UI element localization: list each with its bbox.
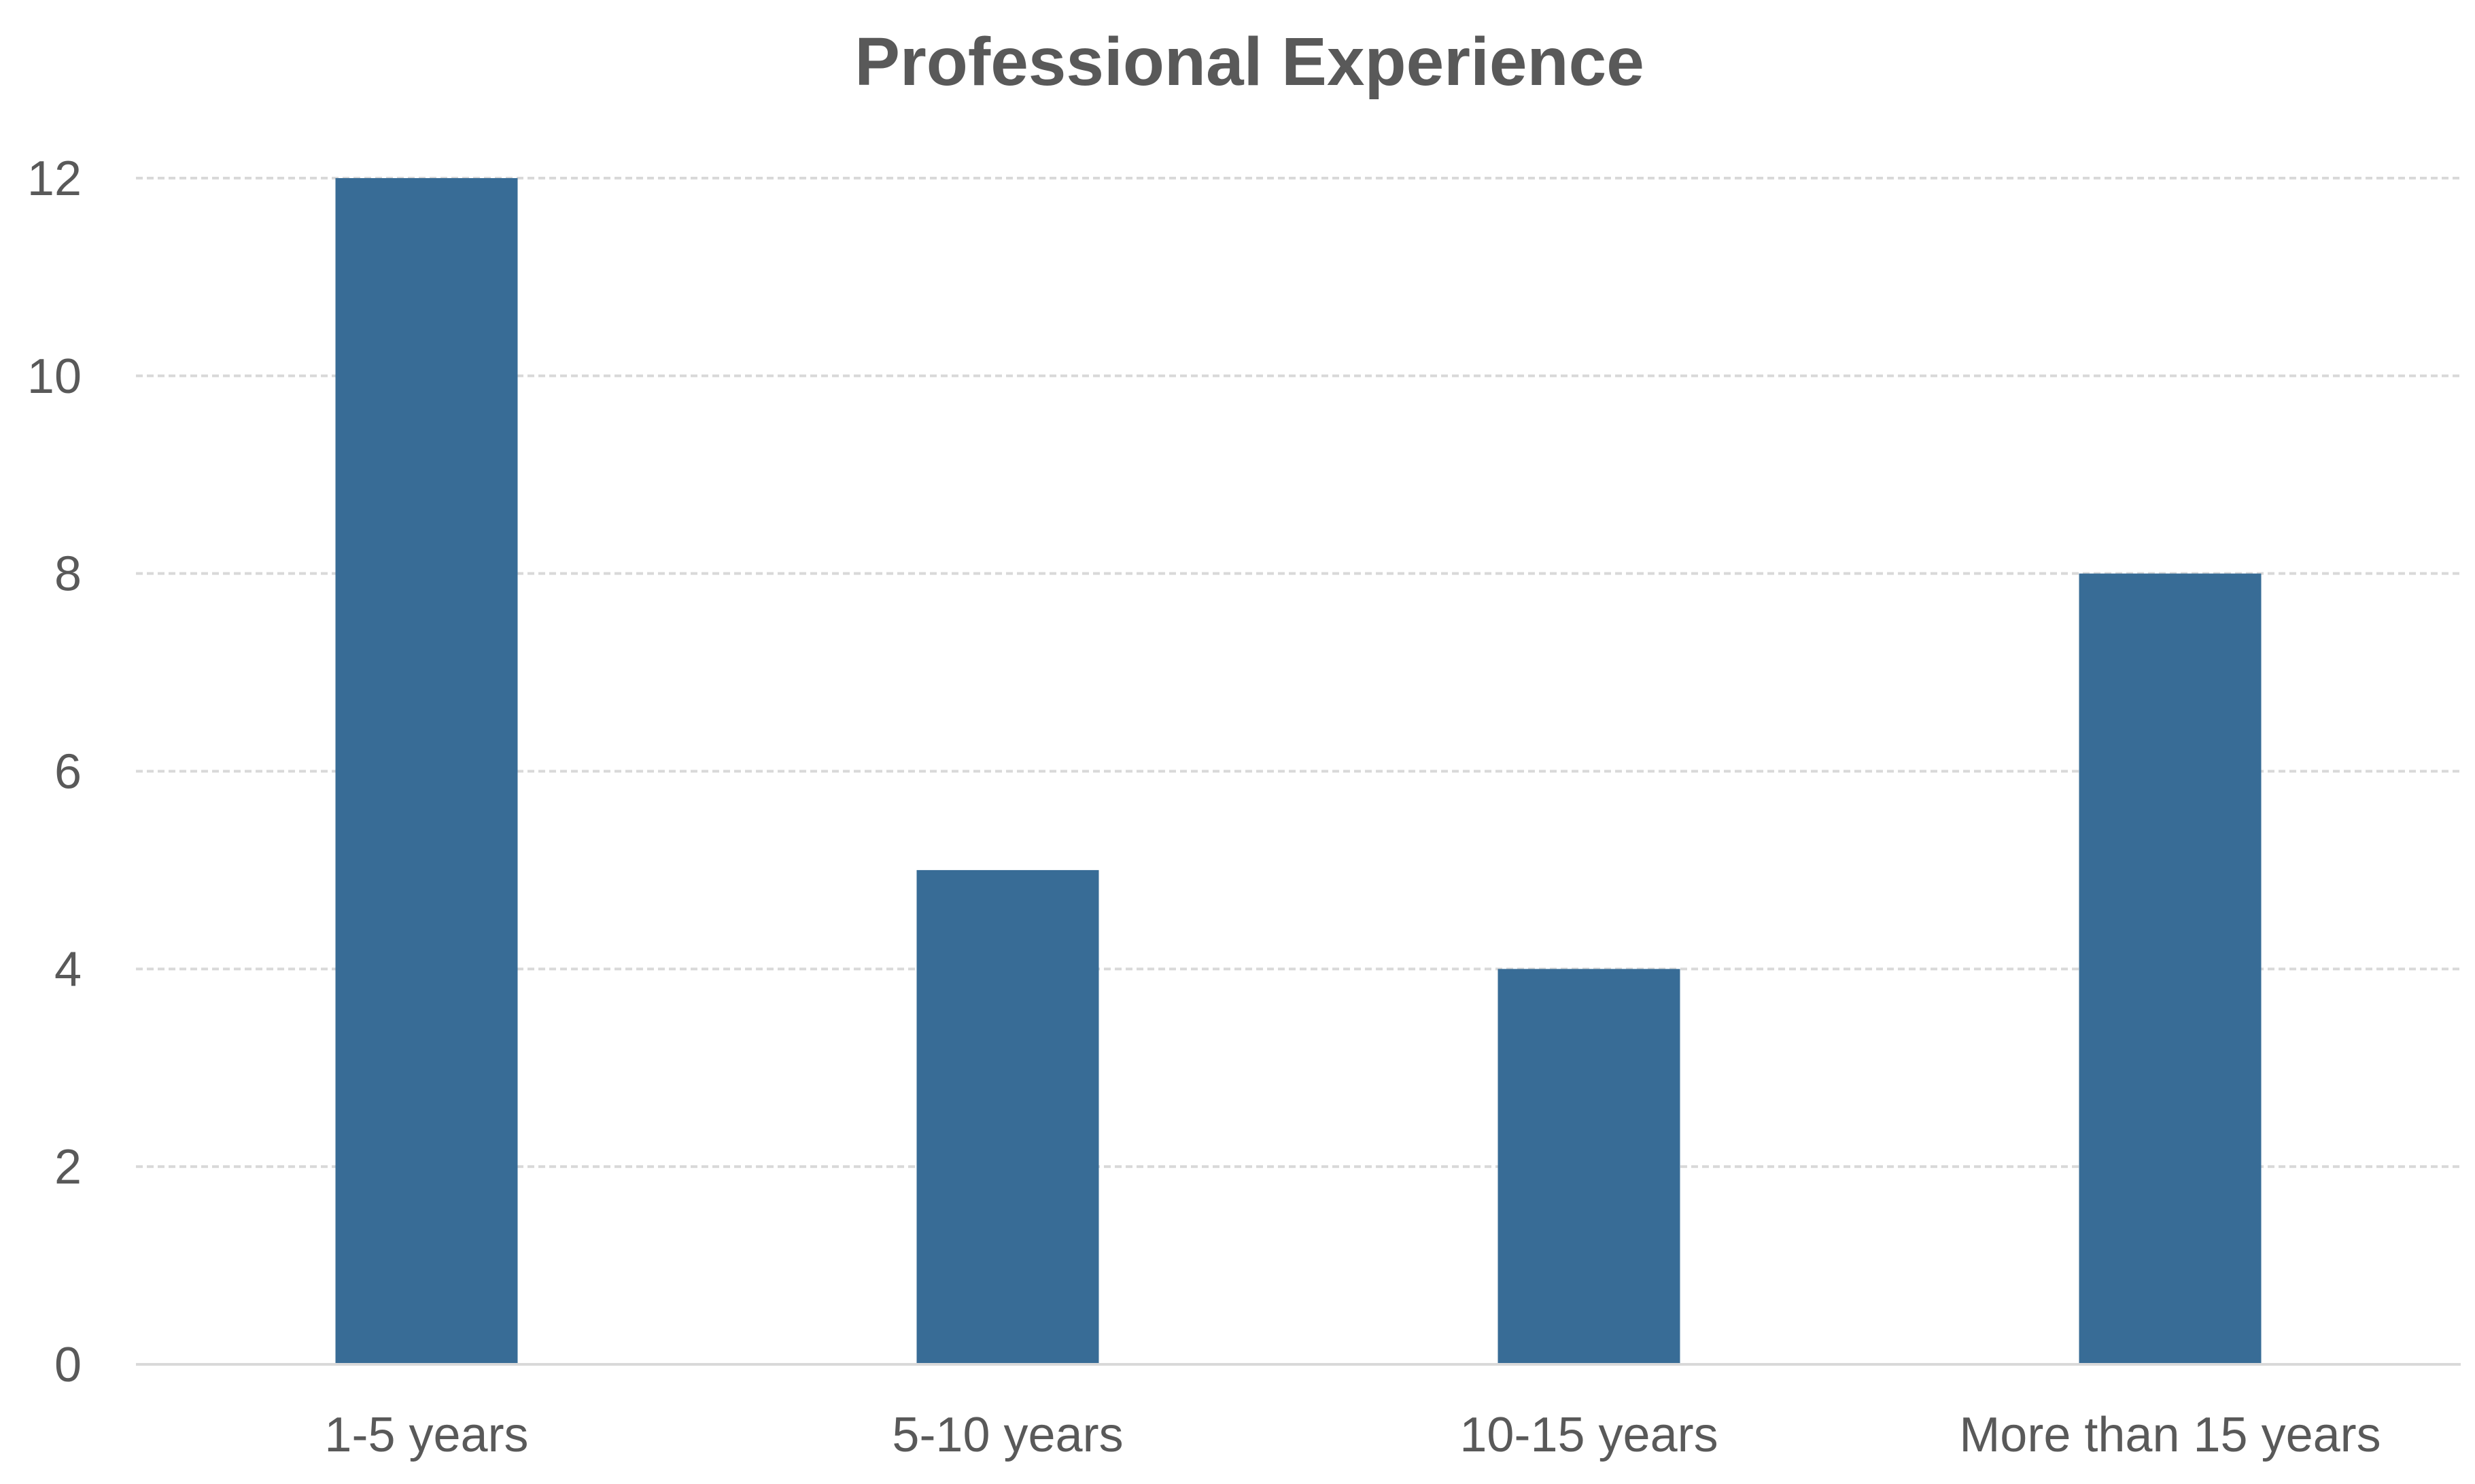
bar-2 (916, 869, 1099, 1364)
x-axis-tick-labels: 1-5 years 5-10 years 10-15 years More than … (324, 1408, 2381, 1462)
x-tick-label: 1-5 years (324, 1408, 528, 1462)
y-axis-tick-labels: 0 2 4 6 8 10 12 (27, 152, 82, 1392)
y-tick-label: 8 (54, 547, 82, 602)
x-tick-label: 10-15 years (1459, 1408, 1718, 1462)
bar-4 (2079, 573, 2262, 1364)
bar-3 (1498, 969, 1680, 1364)
bar-1 (335, 178, 518, 1364)
y-tick-label: 4 (54, 942, 82, 997)
y-tick-label: 6 (54, 745, 82, 799)
y-tick-label: 10 (27, 349, 82, 404)
chart-title: Professional Experience (854, 24, 1644, 100)
x-tick-label: 5-10 years (892, 1408, 1123, 1462)
y-tick-label: 2 (54, 1140, 82, 1194)
y-tick-label: 12 (27, 152, 82, 206)
x-tick-label: More than 15 years (1959, 1408, 2381, 1462)
bars (335, 178, 2262, 1364)
y-tick-label: 0 (54, 1338, 82, 1392)
grid-lines (136, 177, 2461, 1169)
